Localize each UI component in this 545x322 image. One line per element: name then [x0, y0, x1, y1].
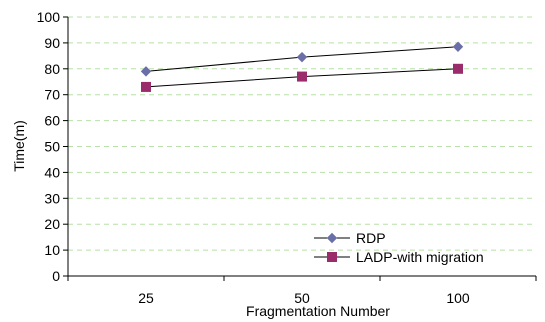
legend-marker: [326, 232, 338, 244]
y-tick-label: 80: [44, 61, 60, 77]
legend-label: LADP-with migration: [356, 249, 484, 265]
x-tick-label: 50: [294, 290, 310, 306]
legend-item: RDP: [314, 230, 386, 246]
legend-label: RDP: [356, 230, 386, 246]
legend-item: LADP-with migration: [314, 249, 484, 265]
data-point: [296, 51, 308, 63]
y-tick-label: 50: [44, 139, 60, 155]
x-axis-ticks: 25 50 100: [67, 276, 537, 306]
y-tick-label: 10: [44, 242, 60, 258]
y-tick-label: 30: [44, 190, 60, 206]
data-point: [452, 41, 464, 52]
data-point: [453, 63, 463, 74]
legend-marker: [327, 252, 337, 262]
y-tick-label: 70: [44, 87, 60, 103]
data-point: [297, 71, 307, 82]
y-tick-label: 40: [44, 164, 60, 180]
legend: RDP LADP-with migration: [314, 230, 484, 265]
y-axis-title: Time(m): [11, 120, 27, 172]
data-point: [140, 66, 152, 77]
series-group: [140, 41, 464, 92]
x-axis-title: Fragmentation Number: [246, 303, 390, 319]
series-2: [141, 63, 463, 92]
y-axis-ticks: 0 10 20 30 40 50 60 70 80 90 100: [37, 9, 68, 284]
series-1: [140, 41, 464, 77]
x-tick-label: 100: [446, 290, 470, 306]
y-tick-label: 60: [44, 113, 60, 129]
y-tick-label: 0: [52, 268, 60, 284]
y-tick-label: 20: [44, 216, 60, 232]
y-tick-label: 90: [44, 35, 60, 51]
y-tick-label: 100: [37, 9, 61, 25]
x-tick-label: 25: [138, 290, 154, 306]
data-point: [141, 81, 151, 92]
